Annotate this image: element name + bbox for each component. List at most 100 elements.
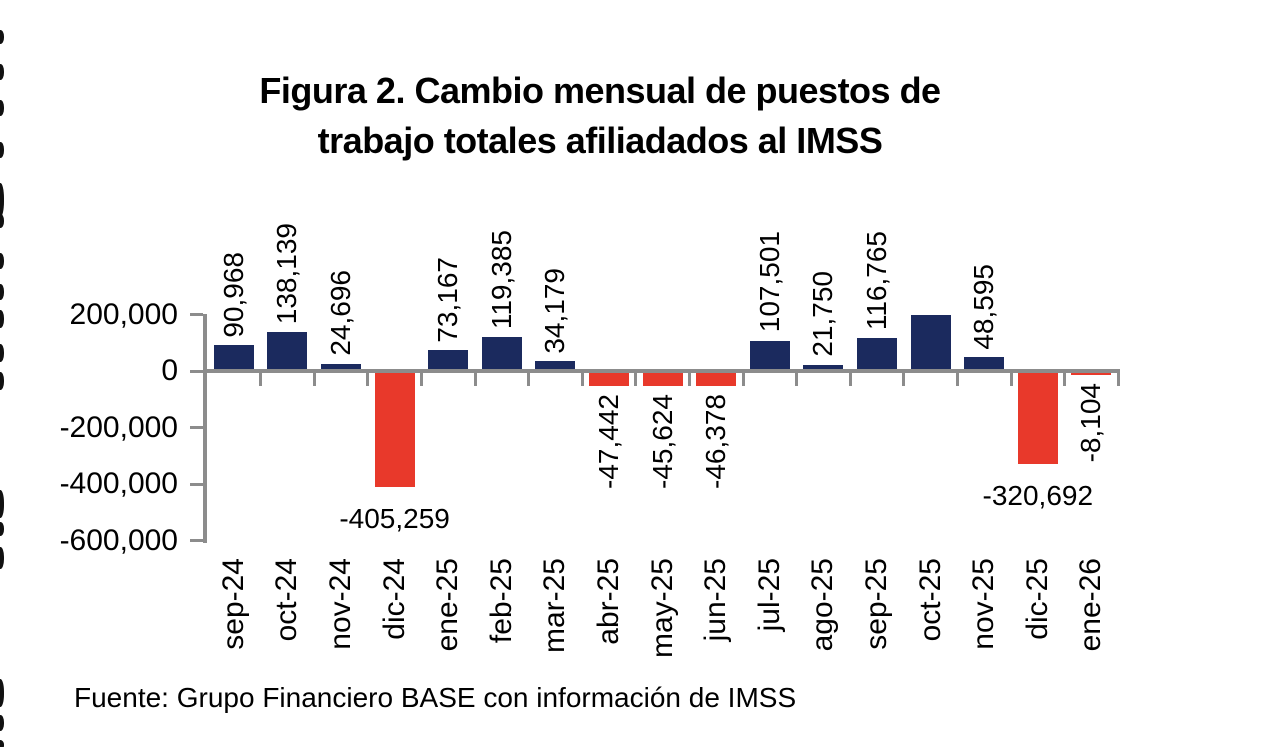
y-tick-label: -200,000	[59, 410, 178, 444]
x-tick-label-ene-26: ene-26	[1074, 558, 1108, 652]
bar-sep-25	[857, 338, 897, 371]
bar-label-jun-25: -46,378	[700, 394, 732, 490]
x-tick-label-nov-24: nov-24	[324, 558, 357, 650]
left-edge-artifact	[0, 490, 4, 518]
x-axis-tick	[634, 373, 638, 386]
y-axis-line	[203, 313, 207, 543]
left-edge-artifact	[0, 253, 4, 269]
x-axis-tick	[473, 373, 477, 386]
bar-label-may-25: -45,624	[646, 393, 678, 489]
x-tick-label-feb-25: feb-25	[484, 558, 518, 644]
x-axis-tick	[527, 373, 531, 386]
y-tick-label: 200,000	[69, 297, 178, 331]
y-axis-tick	[190, 482, 203, 486]
x-axis-tick	[366, 373, 370, 386]
left-edge-artifact	[0, 547, 4, 569]
bar-may-25	[642, 373, 683, 386]
x-axis-line	[203, 369, 1121, 373]
x-tick-label-ago-25: ago-25	[806, 558, 840, 652]
bar-dic-25	[1017, 373, 1058, 464]
x-tick-label-oct-24: oct-24	[270, 558, 304, 642]
x-axis-tick	[1116, 373, 1120, 386]
bar-jul-25	[749, 340, 790, 371]
bar-mar-25	[535, 361, 576, 371]
x-axis-tick	[312, 373, 316, 386]
x-axis-tick	[687, 373, 691, 386]
chart-title-line1: Figura 2. Cambio mensual de puestos de	[259, 70, 941, 111]
bar-label-dic-25: -320,692	[982, 479, 1094, 511]
bar-label-sep-24: 90,968	[217, 251, 249, 338]
left-edge-artifact	[0, 310, 4, 328]
left-edge-artifact	[0, 522, 4, 536]
bar-ene-25	[428, 350, 469, 371]
bar-label-abr-25: -47,442	[593, 394, 624, 490]
x-tick-label-nov-25: nov-25	[967, 558, 1001, 650]
bar-nov-24	[321, 364, 361, 371]
bar-ene-26	[1071, 373, 1112, 376]
y-axis-tick	[190, 313, 203, 316]
left-edge-artifact	[0, 183, 4, 217]
y-tick-label: -600,000	[59, 523, 178, 557]
left-edge-artifact	[0, 344, 4, 362]
x-axis-tick	[1063, 373, 1067, 386]
x-axis-tick	[1009, 373, 1013, 386]
bar-label-feb-25: 119,385	[485, 230, 517, 330]
bar-label-dic-24: -405,259	[339, 503, 450, 535]
x-axis-tick	[580, 373, 584, 386]
bar-label-nov-25: 48,595	[968, 263, 1000, 350]
y-axis-tick	[190, 426, 203, 429]
y-tick-label: 0	[161, 354, 178, 387]
left-edge-artifact	[0, 284, 4, 300]
bar-label-oct-24: 138,139	[271, 222, 303, 324]
bar-label-nov-24: 24,696	[325, 270, 356, 357]
bar-label-mar-25: 34,179	[539, 267, 571, 354]
x-tick-label-ene-25: ene-25	[431, 558, 465, 652]
chart-title-line2: trabajo totales afiliadados al IMSS	[317, 120, 883, 161]
y-axis-tick	[190, 539, 203, 542]
bar-label-ene-25: 73,167	[432, 256, 464, 343]
bar-label-jul-25: 107,501	[753, 231, 785, 333]
left-edge-artifact	[0, 679, 4, 707]
bar-label-ago-25: 21,750	[807, 271, 839, 357]
left-edge-artifact	[0, 214, 4, 228]
left-edge-artifact	[0, 30, 4, 44]
left-edge-artifact	[0, 142, 4, 158]
bar-dic-24	[374, 373, 415, 488]
x-tick-label-sep-24: sep-24	[216, 558, 250, 650]
x-axis-tick	[902, 373, 906, 386]
bar-sep-24	[213, 345, 254, 371]
bar-oct-24	[267, 331, 308, 371]
x-tick-label-oct-25: oct-25	[913, 558, 947, 642]
x-tick-label-mar-25: mar-25	[538, 558, 572, 654]
x-axis-tick	[795, 373, 799, 386]
left-edge-artifact	[0, 715, 4, 731]
y-axis-tick	[190, 369, 203, 373]
left-edge-artifact	[0, 740, 4, 747]
bar-oct-25	[910, 314, 951, 371]
x-axis-tick	[848, 373, 852, 386]
x-tick-label-may-25: may-25	[645, 558, 679, 659]
x-axis-tick	[955, 373, 959, 386]
left-edge-artifact	[0, 372, 4, 390]
x-tick-label-dic-24: dic-24	[377, 558, 411, 640]
x-tick-label-abr-25: abr-25	[592, 558, 625, 645]
bar-ago-25	[803, 364, 844, 371]
bar-abr-25	[589, 373, 629, 387]
bar-label-sep-25: 116,765	[861, 230, 892, 331]
x-tick-label-jun-25: jun-25	[699, 558, 733, 642]
x-axis-tick	[259, 373, 263, 386]
source-note: Fuente: Grupo Financiero BASE con inform…	[74, 682, 797, 713]
bar-jun-25	[696, 373, 737, 387]
x-tick-label-sep-25: sep-25	[860, 558, 893, 650]
x-axis-tick	[741, 373, 745, 386]
left-edge-artifact	[0, 100, 4, 116]
x-tick-label-dic-25: dic-25	[1020, 558, 1054, 640]
x-tick-label-jul-25: jul-25	[752, 558, 786, 632]
bar-nov-25	[964, 357, 1005, 371]
bar-label-ene-26: -8,104	[1075, 383, 1107, 463]
y-tick-label: -400,000	[59, 467, 178, 500]
left-edge-artifact	[0, 64, 4, 80]
x-axis-tick	[419, 373, 423, 386]
